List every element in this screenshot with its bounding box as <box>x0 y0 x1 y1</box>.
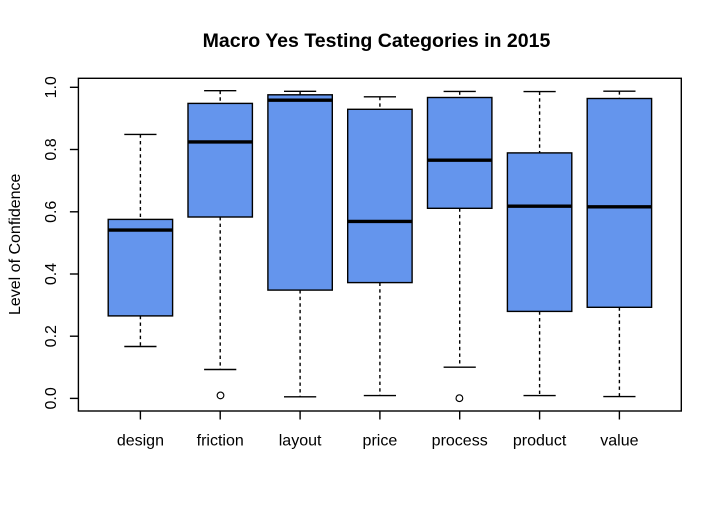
svg-text:Level of Confidence: Level of Confidence <box>7 173 24 315</box>
svg-text:layout: layout <box>279 433 322 450</box>
svg-text:Macro Yes Testing Categories i: Macro Yes Testing Categories in 2015 <box>203 30 551 52</box>
svg-text:design: design <box>117 433 164 450</box>
svg-text:1.0: 1.0 <box>43 76 60 98</box>
svg-text:0.6: 0.6 <box>43 201 60 223</box>
svg-text:0.4: 0.4 <box>43 263 60 285</box>
svg-text:0.0: 0.0 <box>43 387 60 409</box>
svg-text:price: price <box>363 433 398 450</box>
svg-text:value: value <box>600 433 638 450</box>
svg-text:friction: friction <box>197 433 244 450</box>
svg-text:product: product <box>513 433 567 450</box>
svg-text:process: process <box>432 433 488 450</box>
svg-text:0.2: 0.2 <box>43 325 60 347</box>
svg-text:0.8: 0.8 <box>43 138 60 160</box>
